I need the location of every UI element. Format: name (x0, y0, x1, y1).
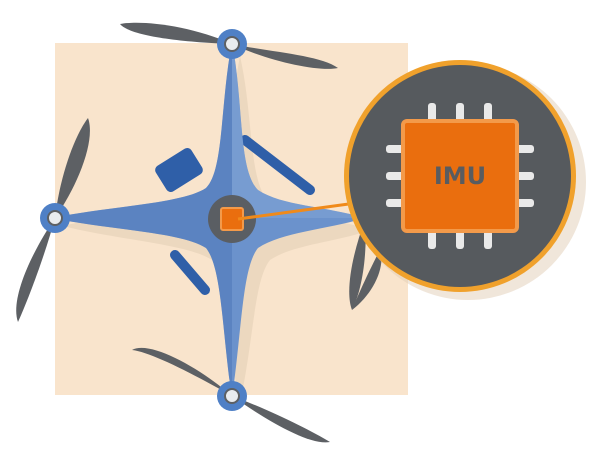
skid-strut-lower (170, 250, 210, 295)
chip-pin (456, 103, 464, 123)
landing-skids (155, 135, 315, 295)
propeller-blade-right-lower-2 (352, 250, 382, 310)
drone-frame-shade (52, 42, 232, 398)
motor-center-bottom (224, 388, 240, 404)
imu-chip (401, 119, 519, 233)
propeller-left (16, 118, 90, 322)
propeller-blade-left-upper (55, 118, 90, 218)
motor-bottom (217, 381, 247, 411)
motor-center-top (224, 36, 240, 52)
landing-skid-upper (155, 148, 203, 192)
chip-pin (456, 229, 464, 249)
imu-callout: IMU (344, 60, 586, 300)
motor-left (40, 203, 70, 233)
propeller-blade-top-right (232, 44, 338, 69)
motor-center-left (47, 210, 63, 226)
chip-pin (484, 229, 492, 249)
propeller-bottom (132, 347, 330, 443)
chip-pin (428, 103, 436, 123)
propeller-blade-bottom-right (232, 396, 330, 443)
chip-pin (484, 103, 492, 123)
propeller-right (349, 220, 382, 310)
propeller-blade-top-left (120, 22, 232, 44)
chip-pin (428, 229, 436, 249)
imu-chip-label: IMU (434, 162, 486, 190)
skid-strut-upper (240, 135, 315, 195)
propeller-blade-left-lower (16, 218, 55, 322)
propeller-top (120, 22, 338, 69)
propeller-blade-right-lower (349, 220, 366, 310)
drone-center (208, 195, 256, 243)
motor-top (217, 29, 247, 59)
callout-line (237, 201, 357, 221)
